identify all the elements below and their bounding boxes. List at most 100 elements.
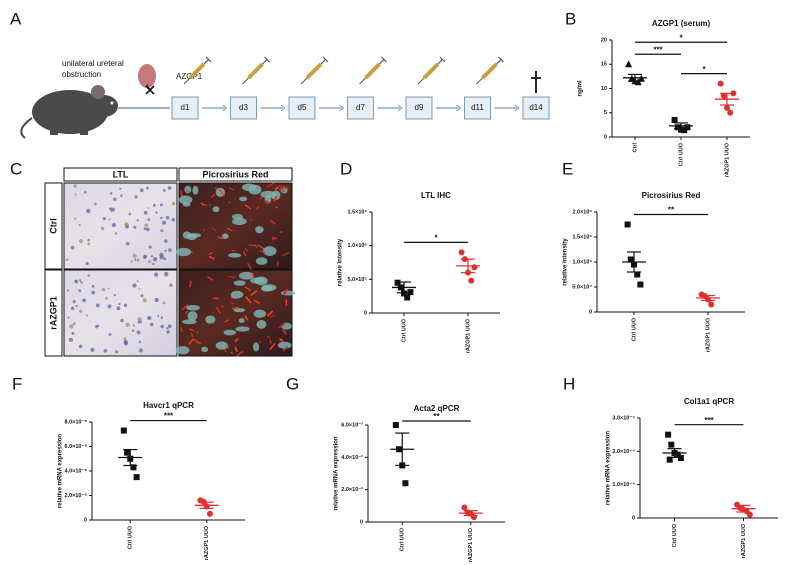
data-point — [471, 264, 478, 271]
x-tick-label: rAZGP1 UUO — [465, 318, 471, 353]
fiber — [189, 328, 195, 332]
fiber — [273, 195, 278, 202]
fiber — [259, 249, 266, 254]
y-tick-label: 1.5×10⁶ — [347, 209, 367, 215]
arrow-head — [339, 104, 345, 112]
data-point — [468, 277, 475, 284]
fiber — [179, 189, 184, 197]
fiber — [236, 350, 244, 357]
nucleus — [123, 303, 128, 308]
nucleus — [107, 304, 112, 309]
arrow-head — [280, 104, 286, 112]
fiber — [190, 332, 194, 338]
y-tick-label: 8.0×10⁻⁸ — [65, 419, 88, 425]
tubule — [187, 311, 198, 321]
y-tick-label: 10 — [601, 86, 607, 92]
nucleus — [137, 317, 142, 322]
arrow-head — [222, 104, 228, 112]
nucleus — [119, 187, 122, 190]
data-point — [634, 271, 641, 278]
fiber — [278, 184, 285, 193]
nucleus — [128, 212, 132, 216]
data-point — [392, 422, 399, 428]
syringe — [364, 62, 381, 80]
y-tick-label: 0 — [589, 309, 592, 315]
data-point — [674, 124, 681, 131]
nucleus — [163, 257, 167, 261]
nucleus — [123, 336, 127, 341]
nucleus — [162, 188, 166, 192]
tubule — [186, 304, 200, 311]
fiber — [259, 195, 263, 200]
data-point — [668, 441, 675, 448]
y-axis-label: relative mRNA expression — [334, 436, 340, 510]
nucleus — [167, 324, 172, 329]
significance-label: *** — [653, 45, 663, 54]
needle — [242, 77, 249, 85]
nucleus — [140, 294, 144, 298]
fiber — [196, 341, 202, 345]
nucleus — [160, 229, 164, 233]
day-label: d1 — [181, 103, 190, 112]
fiber — [207, 276, 214, 281]
nucleus — [164, 272, 169, 277]
nucleus — [149, 322, 154, 327]
y-tick-label: 2.0×10⁻³ — [341, 486, 363, 493]
fiber — [234, 346, 238, 352]
fiber — [227, 345, 230, 349]
panel-letter: C — [10, 159, 22, 178]
data-point — [461, 504, 468, 511]
data-point — [402, 480, 409, 487]
syringe — [481, 62, 498, 80]
fiber — [257, 244, 265, 250]
panel-letter: D — [340, 159, 352, 178]
tubule — [233, 308, 246, 313]
data-point — [404, 294, 411, 301]
needle — [417, 77, 425, 85]
nucleus — [115, 350, 119, 354]
nucleus — [155, 211, 158, 214]
data-point — [458, 249, 465, 256]
fiber — [234, 337, 239, 343]
nucleus — [68, 337, 74, 342]
micrograph — [63, 269, 178, 357]
tubule — [182, 202, 191, 207]
fiber — [181, 303, 189, 311]
nucleus — [138, 340, 142, 344]
nucleus — [160, 324, 165, 329]
nucleus — [111, 222, 117, 228]
tubule — [281, 322, 292, 330]
nucleus — [114, 232, 118, 235]
tubule — [178, 195, 193, 205]
significance-label: * — [702, 65, 706, 74]
nucleus — [168, 248, 172, 252]
y-tick-label: 1.5×10⁵ — [572, 234, 592, 240]
x-tick-label: Ctrl UUO — [400, 527, 406, 551]
fiber — [229, 301, 235, 305]
fiber — [228, 201, 231, 204]
tubule — [184, 185, 192, 194]
data-point — [401, 290, 407, 297]
day-label: d11 — [471, 103, 484, 112]
y-axis-label: relative mRNA expression — [58, 434, 64, 508]
y-tick-label: 5.0×10⁵ — [347, 277, 367, 283]
nucleus — [87, 242, 91, 246]
tubule — [239, 196, 248, 202]
nucleus — [161, 220, 167, 225]
x-tick-label: Ctrl UUO — [672, 523, 678, 547]
data-point — [124, 449, 131, 456]
fiber — [219, 189, 226, 197]
nucleus — [74, 279, 77, 283]
fiber — [255, 205, 260, 210]
data-point — [720, 92, 727, 99]
y-tick-label: 1.0×10⁻⁴ — [612, 482, 635, 488]
data-point — [407, 289, 414, 296]
nucleus — [142, 298, 147, 303]
tubule — [223, 329, 237, 336]
tubule — [228, 252, 242, 258]
panel-letter: B — [565, 9, 576, 28]
fiber — [271, 236, 275, 241]
day-box — [288, 96, 316, 120]
fiber — [211, 227, 217, 232]
nucleus — [118, 302, 121, 306]
